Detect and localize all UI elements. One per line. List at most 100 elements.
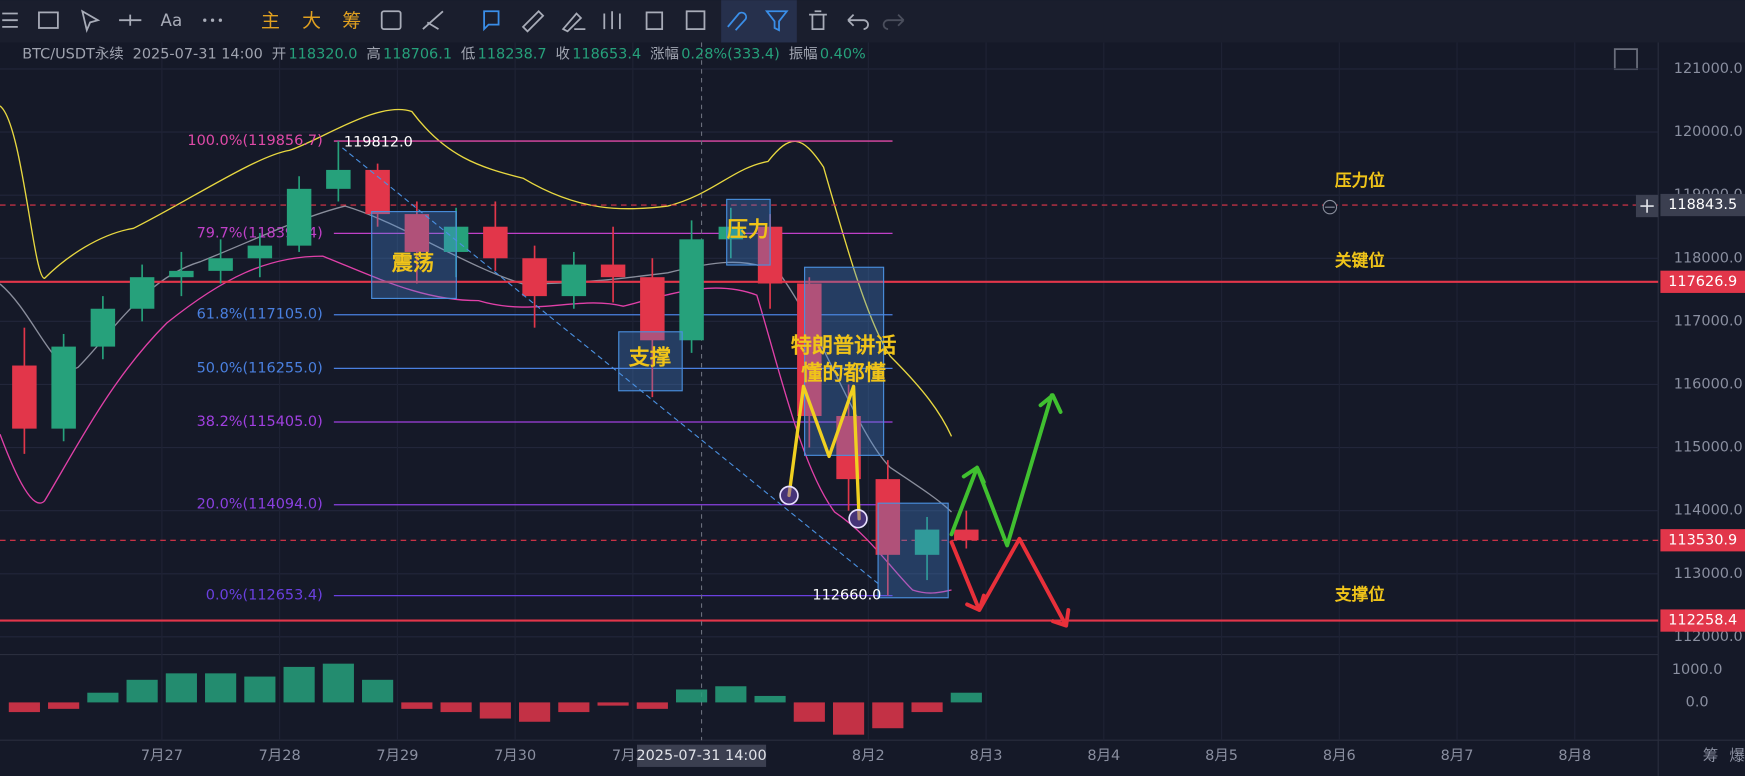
header-time: 2025-07-31 14:00	[133, 47, 263, 63]
y-tick-label: 117000.0	[1674, 313, 1743, 329]
price-tag-label: 118843.5	[1668, 197, 1737, 213]
tool-icon[interactable]	[685, 10, 706, 30]
candle-body	[208, 258, 233, 271]
macd-bar	[479, 702, 511, 719]
field-label: 高	[366, 46, 380, 63]
tool-icon[interactable]	[422, 10, 444, 30]
candle-body	[169, 270, 194, 278]
x-tick-label: 7月28	[259, 748, 301, 764]
y-tick-label: 118000.0	[1674, 250, 1743, 266]
x-tick-label: 8月6	[1323, 748, 1356, 764]
x-tick-label: 7月27	[141, 748, 183, 764]
field-label: 开	[272, 47, 286, 63]
annotation: 112660.0	[812, 588, 881, 604]
candle-body	[718, 226, 744, 240]
rect-icon[interactable]	[38, 11, 59, 29]
toolbar-text: Aa 主 大 筹	[161, 10, 362, 32]
candle-body	[129, 277, 155, 309]
zones	[371, 198, 949, 599]
candle-body	[247, 245, 273, 259]
macd-bar	[126, 679, 158, 703]
candle-body	[51, 346, 76, 429]
annotation: 震荡	[392, 250, 434, 275]
field-value: 118706.1	[383, 47, 452, 63]
macd-tick-label: 1000.0	[1672, 662, 1723, 678]
tool-icon[interactable]	[483, 10, 500, 32]
candle-body	[640, 277, 665, 341]
field-value: 0.40%	[820, 47, 866, 63]
field-value: 118653.4	[572, 47, 641, 63]
footer-item[interactable]: 爆	[1729, 745, 1745, 764]
tool-icon[interactable]	[561, 12, 586, 33]
toolbar-active	[721, 0, 797, 43]
macd-bar	[597, 702, 629, 706]
fib-label: 38.2%(115405.0)	[197, 414, 323, 430]
tool-icon[interactable]	[521, 10, 545, 33]
candle-body	[600, 264, 626, 278]
candle-body	[90, 308, 116, 347]
macd-bar	[244, 676, 276, 703]
macd-bar	[832, 702, 865, 735]
field-label: 涨幅	[650, 46, 679, 63]
field-label: 振幅	[789, 46, 818, 63]
macd-bar	[48, 702, 80, 709]
fib-label: 20.0%(114094.0)	[197, 497, 323, 513]
filter-icon[interactable]	[764, 10, 789, 32]
toolbar-item[interactable]: Aa	[161, 11, 183, 30]
x-tick-label: 8月8	[1558, 748, 1591, 764]
toolbar-item[interactable]: 主	[261, 10, 280, 32]
cursor-icon[interactable]	[81, 9, 101, 34]
tool-icon[interactable]	[380, 10, 402, 30]
chart-layers: 100.0%(119856.7)79.7%(118394.4)61.8%(117…	[0, 42, 1659, 741]
fib-label: 50.0%(116255.0)	[197, 360, 323, 376]
macd-bar	[519, 702, 551, 722]
toolbar-item[interactable]: 筹	[342, 10, 361, 32]
zone-box	[877, 502, 949, 599]
candle-body	[286, 188, 312, 246]
candle-body	[483, 226, 508, 259]
upper-band	[0, 105, 953, 437]
undo-icon[interactable]	[847, 13, 869, 30]
price-tag-label: 113530.9	[1668, 532, 1737, 548]
x-tick-label: 8月4	[1087, 748, 1120, 764]
candle-body	[326, 169, 351, 189]
redo-icon[interactable]	[882, 13, 905, 30]
candle-body	[12, 365, 37, 429]
toolbar-item[interactable]: 大	[302, 10, 321, 32]
macd-tick-label: 0.0	[1686, 694, 1709, 710]
zone-box	[726, 198, 771, 266]
y-tick-label: 116000.0	[1674, 376, 1743, 392]
line-icon[interactable]	[119, 14, 142, 26]
macd-bar	[440, 702, 472, 713]
toolbar	[0, 0, 1745, 43]
candle-body	[679, 239, 704, 341]
y-tick-label: 113000.0	[1674, 566, 1743, 582]
field-value: 0.28%(333.4)	[681, 47, 780, 63]
macd-bar	[754, 695, 786, 703]
candle-body	[561, 264, 587, 297]
candle-body	[365, 169, 390, 215]
macd-bar	[401, 702, 433, 709]
candle-body	[914, 529, 940, 555]
footer-item[interactable]: 筹	[1703, 746, 1719, 764]
magnet-icon[interactable]	[727, 11, 747, 31]
menu-icon[interactable]	[2, 12, 18, 28]
field-label: 低	[461, 46, 475, 63]
annotation: 懂的都懂	[801, 360, 886, 385]
macd-bar	[636, 702, 668, 709]
ohlc-header: BTC/USDT永续 2025-07-31 14:00 开 118320.0 高 1187…	[22, 46, 866, 63]
candle-body	[522, 258, 547, 297]
annotation: 支撑位	[1335, 584, 1385, 604]
crosshair-tag	[636, 744, 767, 767]
delete-icon[interactable]	[809, 10, 827, 30]
x-tick-label: 8月7	[1441, 748, 1474, 764]
macd-bar	[558, 702, 590, 713]
tool-icon[interactable]	[603, 11, 621, 30]
tool-icon[interactable]	[645, 11, 664, 30]
macd-bar	[8, 702, 40, 713]
marker	[848, 509, 868, 529]
fib-label: 100.0%(119856.7)	[187, 133, 322, 149]
trend-line	[342, 147, 880, 585]
y-tick-label: 120000.0	[1674, 124, 1743, 140]
